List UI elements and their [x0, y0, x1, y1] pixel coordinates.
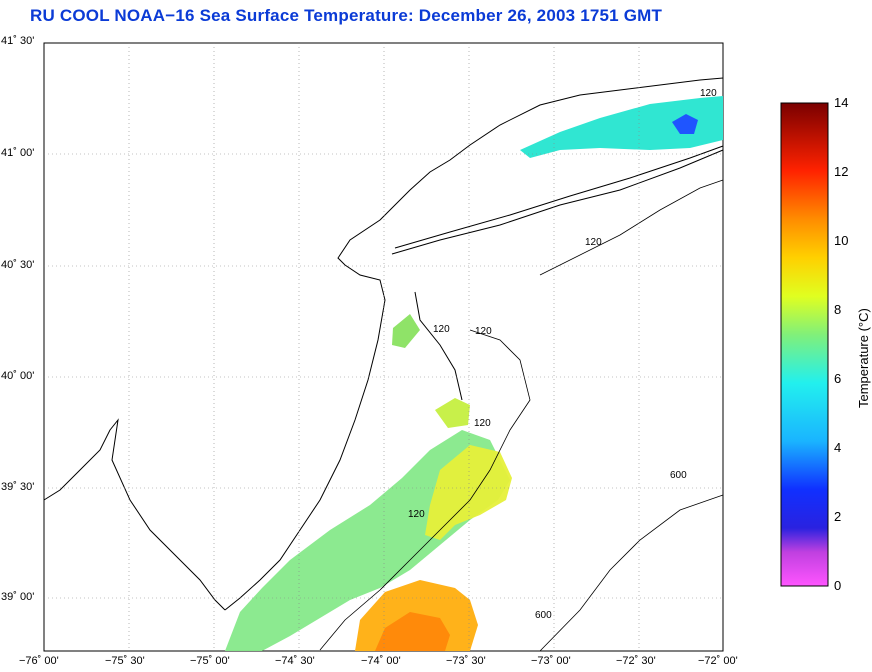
colorbar-tick: 0	[834, 578, 842, 593]
colorbar-tick: 10	[834, 233, 849, 248]
colorbar-tick: 8	[834, 302, 842, 317]
isobath-label: 120	[474, 418, 491, 429]
lon-label: −73˚ 00'	[531, 655, 571, 667]
isobath-label: 600	[670, 470, 687, 481]
isobath-label: 600	[535, 610, 552, 621]
lon-label: −73˚ 30'	[446, 655, 486, 667]
lon-label: −76˚ 00'	[19, 655, 59, 667]
sst-patch-blue-bay	[672, 114, 698, 134]
colorbar-tick: 2	[834, 509, 842, 524]
colorbar-tick: 6	[834, 371, 842, 386]
colorbar-tick: 12	[834, 164, 849, 179]
lat-label: 39˚ 30'	[1, 481, 35, 493]
lon-label: −72˚ 00'	[698, 655, 738, 667]
sst-patch-green-nj	[392, 314, 420, 348]
lon-label: −72˚ 30'	[616, 655, 656, 667]
lat-label: 41˚ 00'	[1, 147, 35, 159]
isobath-label: 120	[408, 509, 425, 520]
sst-field	[225, 96, 723, 651]
sst-patch-orange-dark	[375, 612, 450, 651]
isobath-label: 120	[700, 88, 717, 99]
sst-patch-yellow-nj	[435, 398, 470, 428]
lat-label: 41˚ 30'	[1, 35, 35, 47]
isobath-label: 120	[433, 324, 450, 335]
sst-patch-cyan-sound	[520, 96, 723, 158]
colorbar-title: Temperature (°C)	[856, 308, 871, 408]
lon-label: −75˚ 30'	[105, 655, 145, 667]
lon-label: −74˚ 00'	[361, 655, 401, 667]
isobaths	[319, 179, 724, 652]
isobath-label: 120	[475, 326, 492, 337]
lon-label: −74˚ 30'	[275, 655, 315, 667]
isobath-label: 120	[585, 237, 602, 248]
lat-label: 40˚ 00'	[1, 370, 35, 382]
graticule	[44, 43, 723, 651]
lat-label: 40˚ 30'	[1, 259, 35, 271]
lat-label: 39˚ 00'	[1, 591, 35, 603]
colorbar	[780, 102, 829, 587]
lon-label: −75˚ 00'	[190, 655, 230, 667]
colorbar-tick: 4	[834, 440, 842, 455]
colorbar-tick: 14	[834, 95, 849, 110]
map-title: RU COOL NOAA−16 Sea Surface Temperature:…	[30, 6, 663, 25]
coastline	[43, 77, 724, 611]
